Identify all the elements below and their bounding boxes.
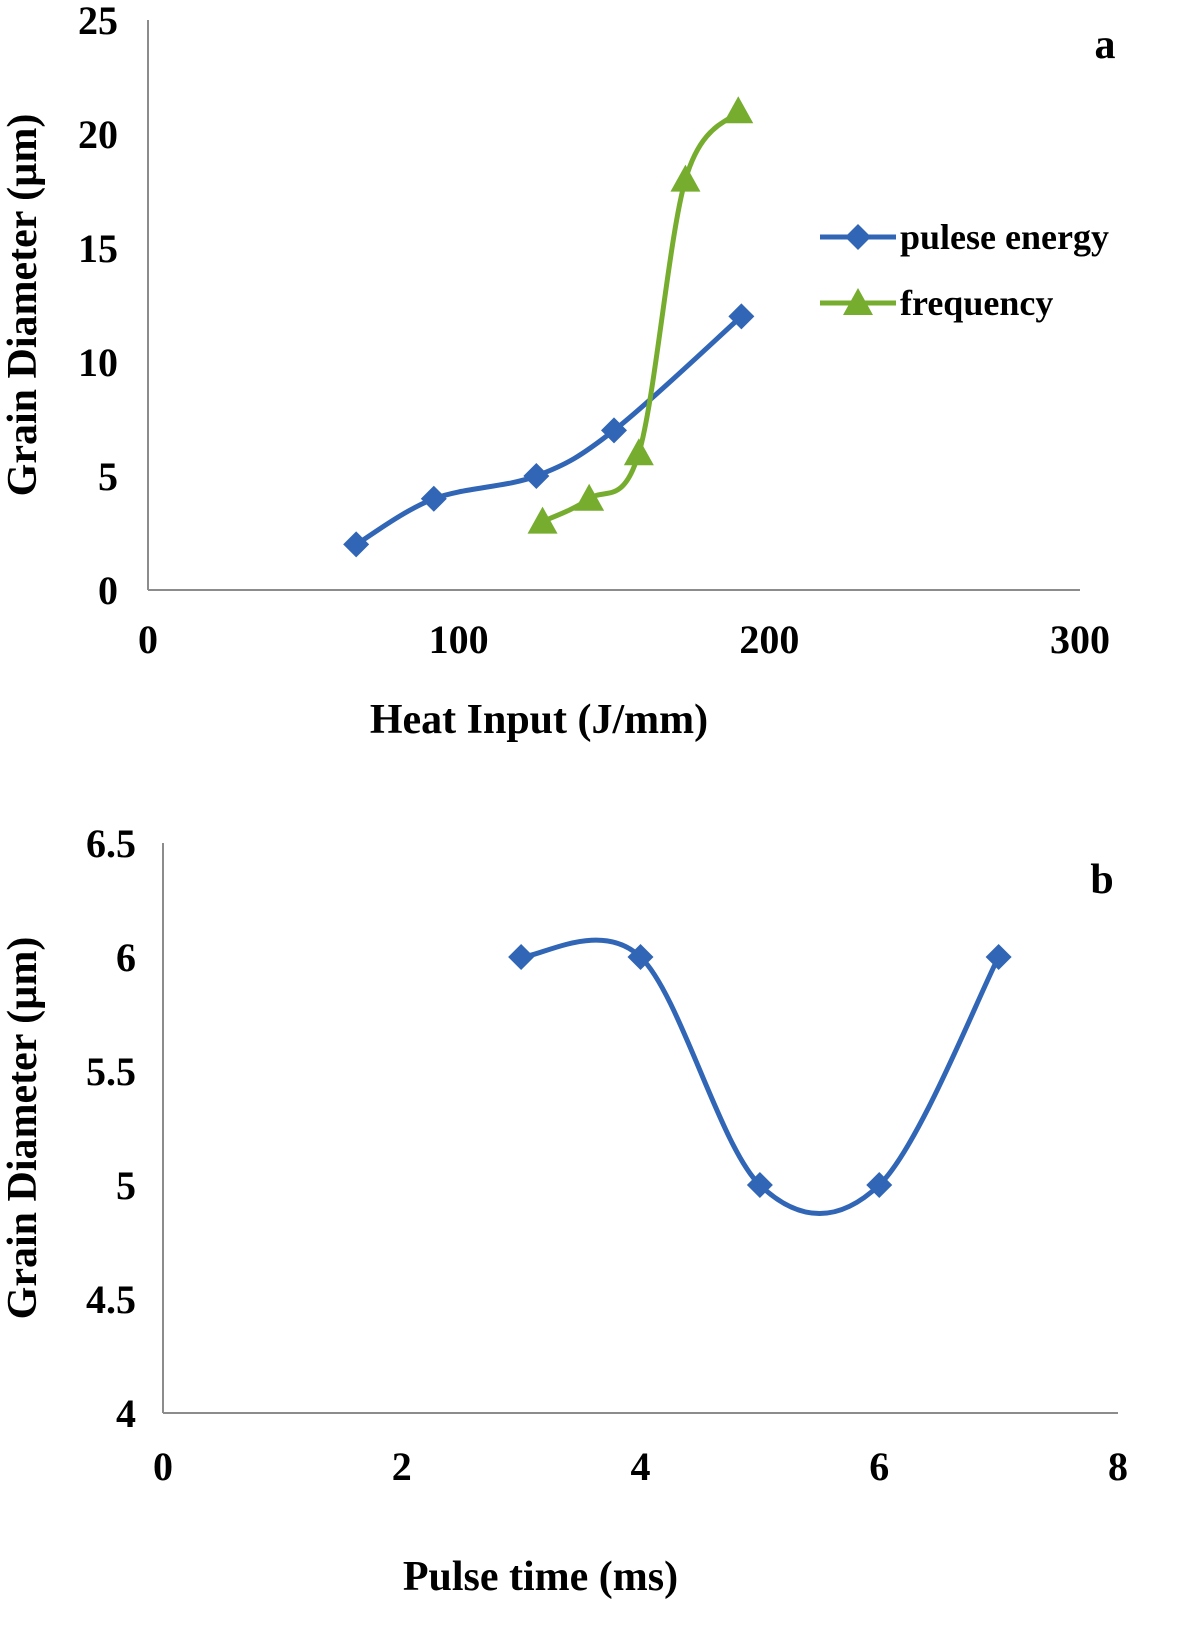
panel-b: 4 4.5 5 5.5 6 6.5 0 2 4 6 8 Pulse time (ms) Grain Di… bbox=[0, 821, 1128, 1600]
legend-marker bbox=[843, 288, 873, 315]
series-frequency bbox=[527, 96, 754, 534]
x-tick-label: 6 bbox=[869, 1444, 889, 1489]
y-tick-label: 5 bbox=[98, 454, 118, 499]
y-tick-label: 15 bbox=[78, 226, 118, 271]
x-axis-title: Heat Input (J/mm) bbox=[370, 697, 708, 743]
x-tick-label: 8 bbox=[1108, 1444, 1128, 1489]
legend-label: frequency bbox=[900, 283, 1053, 323]
legend: pulese energy frequency bbox=[820, 217, 1109, 323]
data-point bbox=[985, 944, 1012, 970]
data-point bbox=[343, 531, 370, 558]
data-point bbox=[746, 1172, 773, 1198]
legend-marker bbox=[845, 224, 871, 250]
data-point bbox=[508, 944, 535, 970]
y-tick-label: 0 bbox=[98, 568, 118, 613]
data-point bbox=[523, 463, 550, 489]
legend-label: pulese energy bbox=[900, 217, 1109, 257]
y-tick-label: 5 bbox=[116, 1163, 136, 1208]
data-point bbox=[623, 438, 654, 466]
y-axis-title: Grain Diameter (µm) bbox=[0, 114, 46, 497]
y-tick-label: 5.5 bbox=[86, 1049, 136, 1094]
series-series-0 bbox=[508, 937, 1012, 1216]
x-tick-label: 200 bbox=[739, 617, 799, 662]
panel-label: a bbox=[1095, 22, 1116, 68]
y-tick-label: 6.5 bbox=[86, 821, 136, 866]
panel-label: b bbox=[1090, 857, 1113, 903]
x-tick-label: 2 bbox=[392, 1444, 412, 1489]
y-tick-label: 25 bbox=[78, 0, 118, 43]
data-point bbox=[420, 485, 447, 512]
y-tick-label: 4.5 bbox=[86, 1277, 136, 1322]
data-point bbox=[574, 483, 605, 511]
y-tick-label: 10 bbox=[78, 340, 118, 385]
data-point bbox=[527, 506, 558, 534]
y-tick-label: 20 bbox=[78, 112, 118, 157]
data-point bbox=[723, 96, 754, 124]
series-line bbox=[353, 313, 744, 547]
data-point bbox=[670, 164, 701, 192]
y-tick-label: 6 bbox=[116, 935, 136, 980]
x-tick-label: 4 bbox=[631, 1444, 651, 1489]
x-axis-title: Pulse time (ms) bbox=[403, 1554, 678, 1600]
data-point bbox=[866, 1172, 893, 1198]
data-point bbox=[728, 303, 755, 330]
y-tick-label: 4 bbox=[116, 1391, 136, 1436]
data-point bbox=[601, 417, 627, 444]
x-tick-label: 100 bbox=[429, 617, 489, 662]
x-tick-label: 0 bbox=[153, 1444, 173, 1489]
x-tick-label: 0 bbox=[138, 617, 158, 662]
data-point bbox=[627, 944, 654, 970]
x-tick-label: 300 bbox=[1050, 617, 1110, 662]
panel-a: 0 5 10 15 20 25 0 100 200 300 Heat Input (J/mm) Gra… bbox=[0, 0, 1116, 743]
series-pulese-energy bbox=[343, 303, 755, 558]
y-axis-title: Grain Diameter (µm) bbox=[0, 937, 46, 1320]
